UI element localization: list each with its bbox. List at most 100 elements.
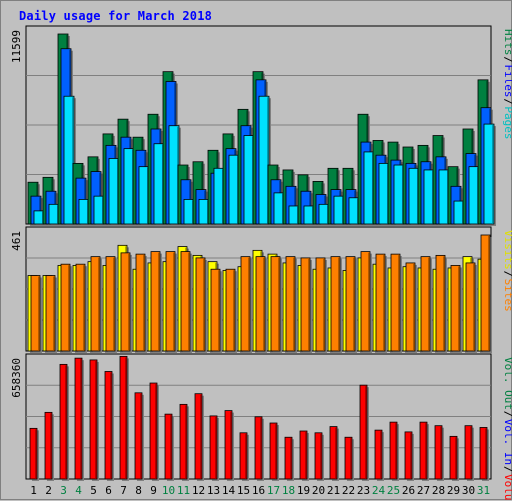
bar-volume-day-4 [74,357,83,480]
bar-sites-day-2 [45,275,56,352]
bar-volume-day-17 [269,422,278,480]
bar-sites-day-25 [390,253,401,352]
bar-volume-day-23 [359,384,368,480]
x-tick-label: 14 [222,484,236,497]
x-tick-label: 7 [120,484,127,497]
bar-volume-day-3 [59,363,68,480]
x-tick-label: 23 [357,484,370,497]
legend-files: Files [502,64,512,97]
bar-volume-day-28 [434,425,443,480]
legend-separator: / [502,98,512,105]
x-tick-label: 13 [207,484,220,497]
x-tick-label: 15 [237,484,250,497]
bar-sites-day-28 [435,254,446,352]
x-tick-label: 19 [297,484,310,497]
x-tick-label: 22 [342,484,355,497]
bar-sites-day-3 [60,263,71,352]
bar-sites-day-16 [255,256,266,352]
bar-sites-day-17 [270,256,281,352]
bar-volume-day-7 [119,355,128,480]
bar-sites-day-4 [75,263,86,352]
legend-pages: Pages [502,106,512,139]
x-tick-label: 21 [327,484,340,497]
bar-volume-day-20 [314,432,323,480]
bar-sites-day-6 [105,256,116,352]
bar-volume-day-13 [209,415,218,480]
bar-volume-day-24 [374,429,383,480]
bar-pages-day-31 [483,123,495,225]
x-tick-label: 6 [105,484,112,497]
bar-volume-day-14 [224,410,233,480]
x-tick-label: 30 [462,484,475,497]
bar-sites-day-18 [285,256,296,352]
x-tick-label: 4 [75,484,82,497]
bar-volume-day-6 [104,371,113,480]
legend-volume: Volume [502,474,512,501]
x-tick-label: 11 [177,484,190,497]
chart-title: Daily usage for March 2018 [19,9,213,23]
x-tick-label: 10 [162,484,175,497]
x-tick-label: 12 [192,484,205,497]
bar-volume-day-26 [404,431,413,480]
bar-sites-day-22 [345,256,356,352]
x-tick-label: 1 [30,484,37,497]
x-tick-label: 29 [447,484,460,497]
bar-sites-day-1 [30,275,41,352]
x-tick-label: 18 [282,484,295,497]
bar-sites-day-14 [225,268,236,352]
legend-visits: Visits [502,230,512,270]
x-tick-label: 31 [477,484,490,497]
legend-volout: Vol. Out [502,357,512,410]
legend-sites: Sites [502,279,512,312]
x-tick-label: 27 [417,484,430,497]
bar-sites-day-24 [375,253,386,352]
x-tick-label: 24 [372,484,386,497]
bar-sites-day-20 [315,257,326,352]
x-tick-label: 5 [90,484,97,497]
x-tick-label: 17 [267,484,280,497]
bar-volume-day-21 [329,426,338,480]
bar-sites-day-9 [150,251,161,352]
bar-volume-day-11 [179,403,188,480]
bar-volume-day-25 [389,421,398,480]
bar-sites-day-15 [240,256,251,352]
bar-volume-day-29 [449,435,458,480]
bar-sites-day-12 [195,257,206,352]
bar-volume-day-9 [149,382,158,480]
bar-volume-day-16 [254,416,263,480]
y-max-label: 461 [10,231,23,251]
x-tick-label: 20 [312,484,325,497]
legend-separator: / [502,56,512,63]
x-tick-label: 3 [60,484,67,497]
bar-sites-day-21 [330,256,341,352]
bar-volume-day-5 [89,359,98,480]
y-max-label: 658360 [10,358,23,398]
bar-sites-day-29 [450,265,461,352]
bar-volume-day-31 [479,427,488,480]
bar-sites-day-31 [480,234,491,352]
bar-volume-day-27 [419,421,428,480]
bar-sites-day-13 [210,268,221,352]
bar-volume-day-10 [164,413,173,480]
bar-volume-day-2 [44,411,53,480]
x-tick-label: 9 [150,484,157,497]
bar-pages-day-16 [258,95,270,225]
bar-sites-day-5 [90,256,101,352]
bar-volume-day-19 [299,430,308,480]
bar-volume-day-18 [284,436,293,480]
legend-separator: / [502,411,512,418]
x-tick-label: 16 [252,484,265,497]
bar-volume-day-15 [239,432,248,480]
bar-pages-day-3 [63,95,75,225]
bar-volume-day-1 [29,427,38,480]
bar-sites-day-10 [165,251,176,352]
legend-separator: / [502,466,512,473]
x-tick-label: 2 [45,484,52,497]
bar-sites-day-8 [135,253,146,352]
y-max-label: 11599 [10,30,23,63]
bar-sites-day-30 [465,262,476,352]
x-tick-label: 8 [135,484,142,497]
x-tick-label: 28 [432,484,445,497]
